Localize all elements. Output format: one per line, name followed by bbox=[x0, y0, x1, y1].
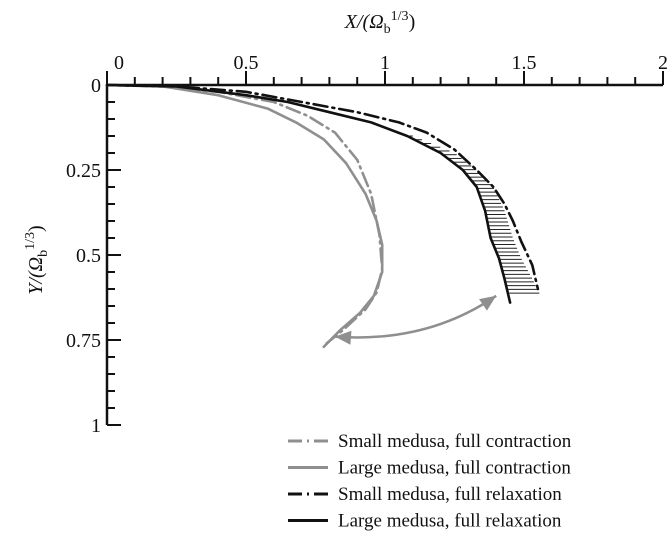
x-axis-title-sup: 1/3 bbox=[391, 9, 409, 24]
x-tick-label: 0 bbox=[114, 52, 124, 74]
x-tick-label: 1.5 bbox=[512, 52, 537, 74]
series-line-1 bbox=[105, 83, 384, 345]
y-axis-title-sup: 1/3 bbox=[23, 232, 38, 250]
legend: Small medusa, full contraction Large medu… bbox=[288, 431, 572, 532]
y-tick-label: 0.75 bbox=[66, 330, 101, 352]
x-tick-label: 0.5 bbox=[234, 52, 259, 74]
y-axis-title-sub: b bbox=[36, 250, 51, 257]
legend-label-3: Small medusa, full relaxation bbox=[338, 484, 562, 505]
x-tick-label: 1 bbox=[380, 52, 390, 74]
x-tick-label: 2 bbox=[658, 52, 668, 74]
series-line-4 bbox=[105, 83, 512, 304]
x-axis-title-close: ) bbox=[409, 11, 416, 33]
y-tick-label: 0.25 bbox=[66, 160, 101, 182]
x-axis-title: X/(Ωb1/3) bbox=[344, 9, 415, 37]
annotation-arrow-curve bbox=[334, 294, 497, 339]
series-group bbox=[105, 83, 540, 349]
legend-label-4: Large medusa, full relaxation bbox=[338, 511, 562, 532]
legend-label-1: Small medusa, full contraction bbox=[338, 431, 572, 452]
axes-group: 0 0.5 1 1.5 2 0 0.25 0.5 0.75 1 bbox=[66, 52, 668, 437]
annotation-arrow-head-end bbox=[479, 295, 497, 311]
y-tick-label: 0.5 bbox=[76, 245, 101, 267]
legend-label-2: Large medusa, full contraction bbox=[338, 458, 571, 479]
hatched-band bbox=[407, 135, 540, 294]
annotation-arrow-head-start bbox=[334, 330, 352, 345]
x-axis-title-sub: b bbox=[384, 22, 391, 37]
y-axis-title-main: Y/(Ω bbox=[25, 257, 47, 295]
x-axis-title-main: X/(Ω bbox=[344, 11, 384, 33]
y-axis-title-close: ) bbox=[25, 225, 47, 232]
y-tick-label: 0 bbox=[91, 75, 101, 97]
series-line-2 bbox=[105, 83, 384, 349]
y-tick-label: 1 bbox=[91, 415, 101, 437]
y-axis-title: Y/(Ωb1/3) bbox=[23, 225, 51, 294]
annotation-group bbox=[334, 294, 497, 345]
series-line-3 bbox=[105, 83, 540, 291]
